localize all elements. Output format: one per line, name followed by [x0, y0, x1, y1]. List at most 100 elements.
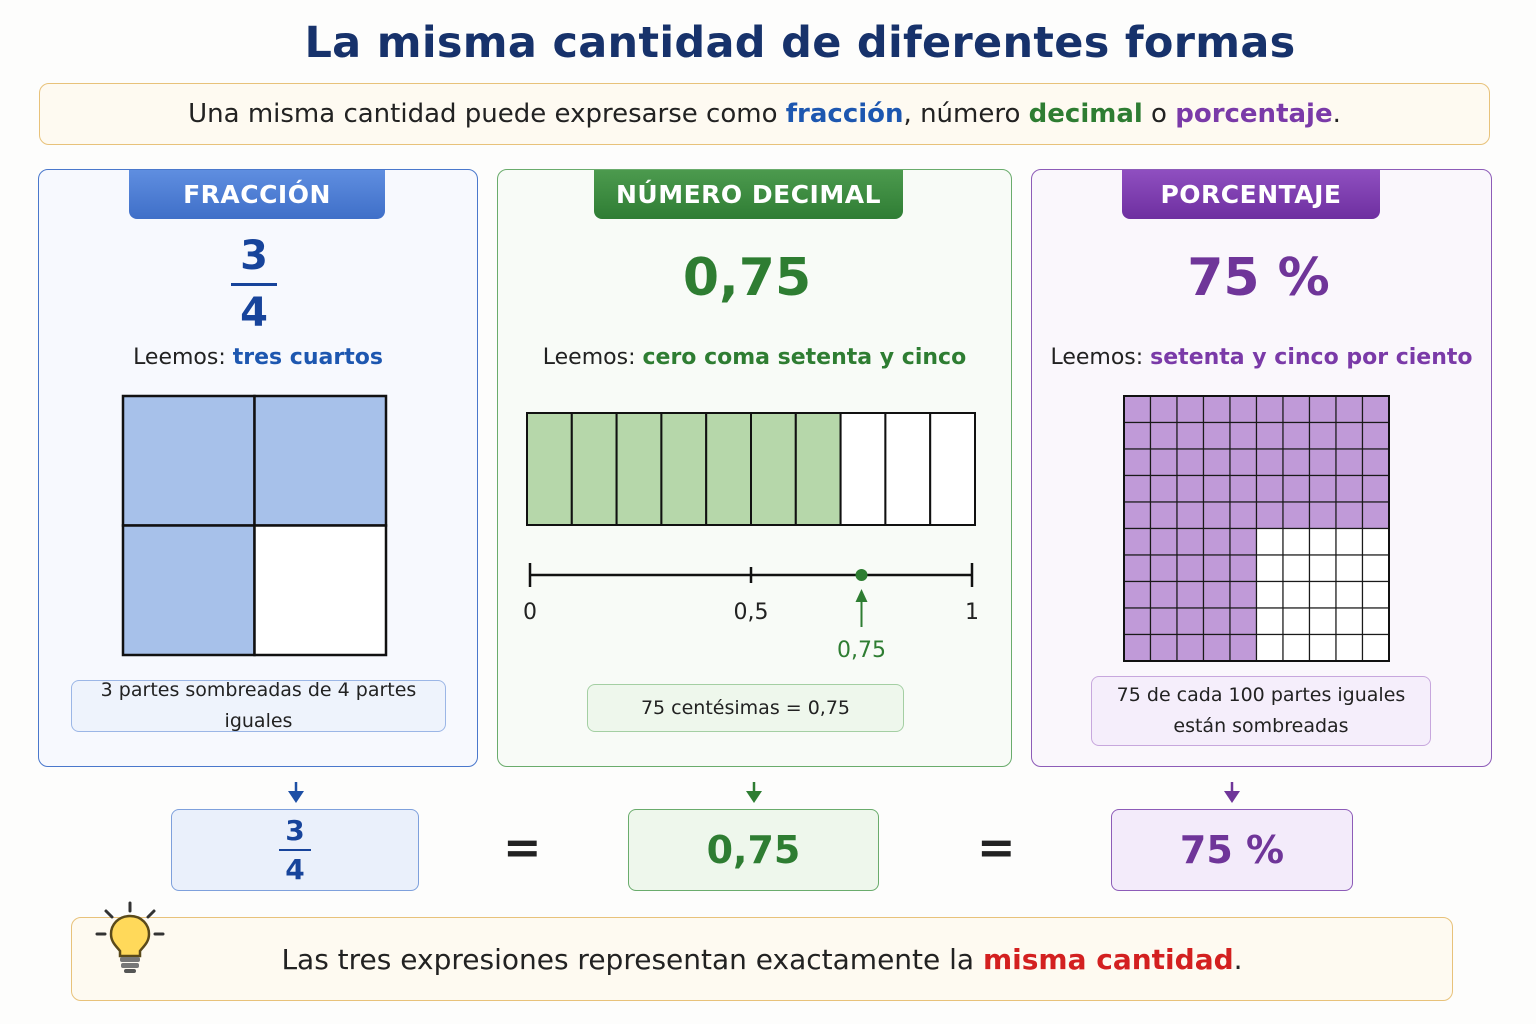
- arrow-down-icon: [746, 782, 762, 803]
- percent-cell: [1361, 448, 1390, 477]
- result-denominator: 4: [285, 853, 305, 887]
- fraction-part: [121, 394, 256, 527]
- percent-cell: [1123, 554, 1152, 583]
- decimal-part: [570, 412, 618, 526]
- percent-cell: [1176, 580, 1205, 609]
- percent-cell: [1308, 527, 1337, 556]
- result-decimal: 0,75: [628, 809, 879, 891]
- percent-cell: [1202, 395, 1231, 424]
- percent-cell: [1335, 501, 1364, 530]
- decimal-part: [794, 412, 842, 526]
- percent-cell: [1361, 580, 1390, 609]
- percent-cell: [1202, 421, 1231, 450]
- tip-highlight: misma cantidad: [982, 942, 1234, 976]
- percent-cell: [1176, 607, 1205, 636]
- decimal-note: 75 centésimas = 0,75: [587, 684, 904, 732]
- tip-text: Las tres expresiones representan exactam…: [281, 942, 1243, 976]
- percent-cell: [1229, 395, 1258, 424]
- percent-cell: [1255, 474, 1284, 503]
- percent-cell: [1255, 395, 1284, 424]
- number-line-marker: [855, 569, 868, 581]
- fraction-numerator: 3: [240, 233, 268, 279]
- percent-cell: [1282, 580, 1311, 609]
- number-line-tick-label: 0,5: [734, 600, 769, 625]
- percent-cell: [1282, 633, 1311, 662]
- fraction-note: 3 partes sombreadas de 4 partes iguales: [71, 679, 446, 732]
- percent-cell: [1229, 607, 1258, 636]
- fraction-bar: [231, 283, 277, 286]
- percent-cell: [1282, 501, 1311, 530]
- percent-cell: [1149, 633, 1178, 662]
- fraction-area-model: [121, 394, 388, 657]
- tip-banner: Las tres expresiones representan exactam…: [71, 917, 1453, 1001]
- percent-cell: [1202, 474, 1231, 503]
- percent-cell: [1255, 554, 1284, 583]
- fraction-value: 3 4: [216, 233, 292, 336]
- percent-note-line1: 75 de cada 100 partes iguales: [1116, 684, 1406, 706]
- percent-cell: [1282, 448, 1311, 477]
- decimal-part: [929, 412, 977, 526]
- percent-cell: [1282, 421, 1311, 450]
- percent-cell: [1149, 395, 1178, 424]
- percent-hundred-grid: [1123, 395, 1390, 662]
- percent-cell: [1229, 580, 1258, 609]
- percent-cell: [1335, 607, 1364, 636]
- percent-cell: [1361, 607, 1390, 636]
- percent-reading-value: setenta y cinco por ciento: [1150, 345, 1473, 370]
- percent-cell: [1149, 554, 1178, 583]
- percent-cell: [1361, 633, 1390, 662]
- result-numerator: 3: [285, 813, 305, 847]
- percent-cell: [1123, 448, 1152, 477]
- percent-cell: [1335, 580, 1364, 609]
- percent-cell: [1335, 395, 1364, 424]
- percent-cell: [1176, 474, 1205, 503]
- fraction-card-header: FRACCIÓN: [129, 170, 385, 219]
- percent-cell: [1335, 633, 1364, 662]
- lightbulb-icon: [95, 901, 165, 973]
- intro-fraction-word: fracción: [785, 99, 904, 129]
- page-title: La misma cantidad de diferentes formas: [304, 18, 1296, 68]
- percent-cell: [1176, 554, 1205, 583]
- percent-cell: [1255, 448, 1284, 477]
- decimal-part: [705, 412, 752, 526]
- fraction-part: [253, 394, 388, 527]
- percent-note-line2: están sombreadas: [1173, 715, 1349, 737]
- percent-cell: [1282, 527, 1311, 556]
- percent-cell: [1123, 474, 1152, 503]
- fraction-part: [121, 524, 256, 657]
- percent-cell: [1361, 421, 1390, 450]
- intro-text: Una misma cantidad puede expresarse como…: [188, 99, 1341, 129]
- percent-cell: [1202, 501, 1231, 530]
- percent-cell: [1123, 421, 1152, 450]
- percent-cell: [1255, 527, 1284, 556]
- fraction-denominator: 4: [240, 290, 268, 336]
- percent-cell: [1176, 395, 1205, 424]
- percent-cell: [1149, 580, 1178, 609]
- percent-cell: [1255, 580, 1284, 609]
- percent-cell: [1123, 395, 1152, 424]
- percent-cell: [1308, 474, 1337, 503]
- decimal-value: 0,75: [682, 248, 812, 308]
- equals-sign: =: [977, 820, 1016, 874]
- percent-cell: [1123, 501, 1152, 530]
- decimal-part: [660, 412, 708, 526]
- percent-cell: [1149, 501, 1178, 530]
- arrow-down-icon: [1224, 782, 1240, 803]
- decimal-part: [526, 412, 573, 526]
- percent-cell: [1361, 501, 1390, 530]
- percent-cell: [1335, 554, 1364, 583]
- percent-cell: [1308, 580, 1337, 609]
- fraction-reading: Leemos: tres cuartos: [133, 345, 383, 370]
- percent-cell: [1308, 448, 1337, 477]
- percent-cell: [1255, 501, 1284, 530]
- percent-cell: [1202, 580, 1231, 609]
- equals-sign: =: [503, 820, 542, 874]
- marker-arrow-head: [855, 589, 868, 602]
- percent-reading: Leemos: setenta y cinco por ciento: [1050, 345, 1473, 370]
- percent-cell: [1255, 633, 1284, 662]
- percent-cell: [1229, 421, 1258, 450]
- percent-cell: [1176, 633, 1205, 662]
- number-line-tick-label: 0: [523, 600, 537, 625]
- percent-cell: [1123, 527, 1152, 556]
- percent-cell: [1229, 501, 1258, 530]
